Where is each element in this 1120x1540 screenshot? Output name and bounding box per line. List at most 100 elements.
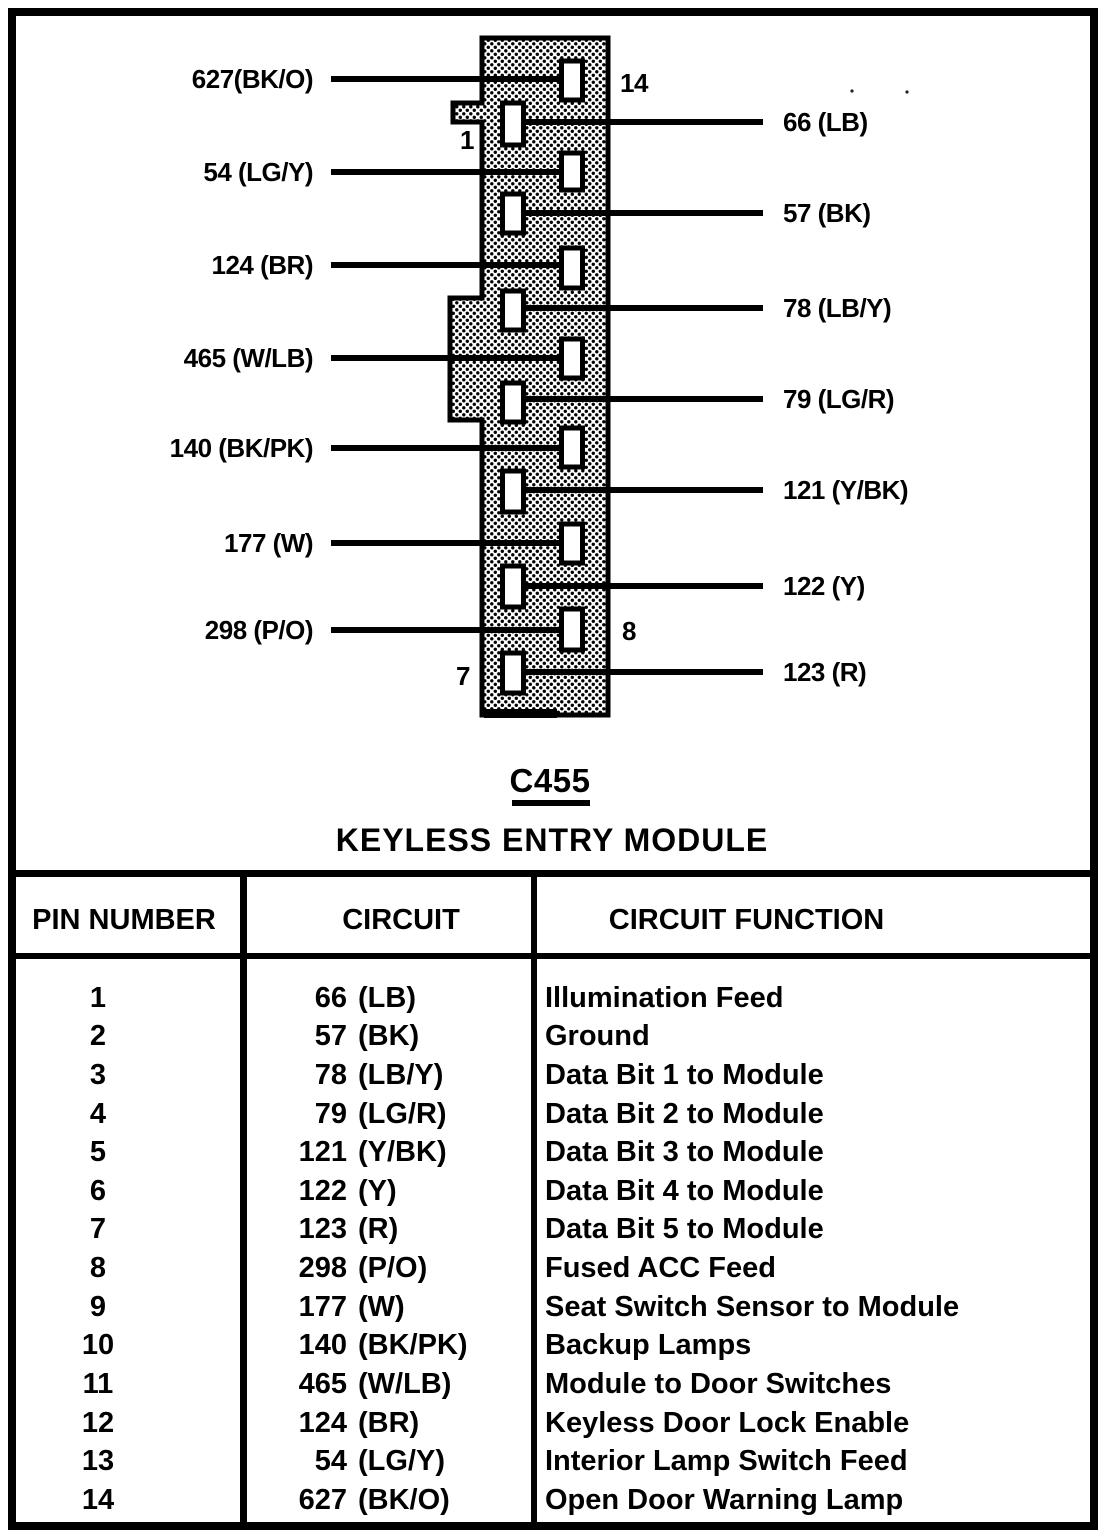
pin-cell: 9 [89, 1290, 107, 1323]
connector-pin-11 [559, 336, 585, 381]
circuit-color-code: (Y) [358, 1174, 397, 1207]
connector-pin-7 [500, 650, 526, 696]
circuit-number: 79 [314, 1097, 347, 1130]
circuit-cell: 78 (LB/Y) [247, 1059, 533, 1092]
circuit-color-code: (LG/Y) [358, 1445, 445, 1478]
function-cell: Backup Lamps [545, 1329, 752, 1362]
function-cell: Data Bit 4 to Module [545, 1174, 824, 1207]
circuit-color-code: (BK/PK) [358, 1329, 468, 1362]
label-circuit-123: 123 (R) [783, 657, 866, 687]
pin-cell: 14 [81, 1483, 115, 1516]
table-row: 5 121 (Y/BK) Data Bit 3 to Module [0, 1133, 1120, 1172]
circuit-cell: 627 (BK/O) [247, 1484, 533, 1517]
circuit-number: 57 [314, 1020, 347, 1053]
circuit-color-code: (W/LB) [358, 1367, 452, 1400]
table-row: 2 57 (BK) Ground [0, 1018, 1120, 1057]
circuit-number: 177 [298, 1290, 347, 1323]
connector-id-underline [512, 800, 590, 806]
circuit-cell: 124 (BR) [247, 1407, 533, 1440]
table-top-rule [8, 870, 1098, 877]
label-circuit-140: 140 (BK/PK) [170, 433, 313, 463]
circuit-number: 121 [298, 1136, 347, 1169]
connector-pin-12 [559, 245, 585, 291]
module-title: KEYLESS ENTRY MODULE [335, 822, 769, 858]
circuit-number: 465 [298, 1367, 347, 1400]
circuit-cell: 298 (P/O) [247, 1252, 533, 1285]
label-circuit-66: 66 (LB) [783, 107, 868, 137]
label-circuit-79: 79 (LG/R) [783, 384, 894, 414]
circuit-number: 627 [298, 1483, 347, 1516]
page-border [8, 8, 1098, 1530]
table-row: 9 177 (W) Seat Switch Sensor to Module [0, 1288, 1120, 1327]
circuit-cell: 465 (W/LB) [247, 1368, 533, 1401]
pin-number-14: 14 [620, 68, 649, 98]
function-cell: Ground [545, 1020, 650, 1053]
function-cell: Data Bit 2 to Module [545, 1097, 824, 1130]
circuit-color-code: (BR) [358, 1406, 420, 1439]
table-column-divider-1 [240, 870, 247, 1530]
label-circuit-57: 57 (BK) [783, 198, 871, 228]
connector-id-title: C455 [509, 762, 591, 799]
header-underline-rule [8, 953, 1098, 959]
pin-cell: 5 [89, 1136, 107, 1169]
connector-pin-10 [559, 425, 585, 470]
function-cell: Module to Door Switches [545, 1367, 892, 1400]
pin-cell: 12 [81, 1406, 115, 1439]
circuit-number: 78 [314, 1059, 347, 1092]
pin-cell: 2 [89, 1020, 107, 1053]
circuit-color-code: (P/O) [358, 1252, 428, 1285]
table-row: 6 122 (Y) Data Bit 4 to Module [0, 1172, 1120, 1211]
circuit-cell: 140 (BK/PK) [247, 1329, 533, 1362]
circuit-number: 54 [314, 1445, 347, 1478]
label-circuit-298: 298 (P/O) [205, 615, 313, 645]
circuit-cell: 122 (Y) [247, 1175, 533, 1208]
circuit-cell: 177 (W) [247, 1291, 533, 1324]
table-row: 7 123 (R) Data Bit 5 to Module [0, 1211, 1120, 1250]
circuit-color-code: (LB/Y) [358, 1059, 444, 1092]
circuit-cell: 123 (R) [247, 1213, 533, 1246]
pin-cell: 11 [82, 1367, 114, 1400]
pin-cell: 3 [89, 1059, 107, 1092]
circuit-cell: 79 (LG/R) [247, 1098, 533, 1131]
scan-noise-dot [850, 89, 854, 93]
table-row: 13 54 (LG/Y) Interior Lamp Switch Feed [0, 1442, 1120, 1481]
pinout-table-body: 1 66 (LB) Illumination Feed 2 57 (BK) Grou… [0, 979, 1120, 1520]
circuit-color-code: (BK/O) [358, 1483, 450, 1516]
pin-cell: 6 [89, 1174, 107, 1207]
pin-cell: 10 [81, 1329, 115, 1362]
function-cell: Data Bit 3 to Module [545, 1136, 824, 1169]
pin-cell: 1 [89, 981, 107, 1014]
connector-pin-8 [559, 606, 585, 653]
header-pin-number: PIN NUMBER [32, 904, 216, 936]
circuit-color-code: (LB) [358, 981, 416, 1014]
label-circuit-124: 124 (BR) [212, 250, 313, 280]
function-cell: Data Bit 1 to Module [545, 1059, 824, 1092]
function-cell: Open Door Warning Lamp [545, 1483, 904, 1516]
table-row: 8 298 (P/O) Fused ACC Feed [0, 1249, 1120, 1288]
circuit-color-code: (R) [358, 1213, 399, 1246]
connector-pin-6 [500, 563, 526, 610]
table-row: 10 140 (BK/PK) Backup Lamps [0, 1326, 1120, 1365]
circuit-number: 140 [298, 1329, 347, 1362]
function-cell: Keyless Door Lock Enable [545, 1406, 910, 1439]
pin-cell: 8 [89, 1252, 107, 1285]
circuit-color-code: (Y/BK) [358, 1136, 447, 1169]
circuit-color-code: (LG/R) [358, 1097, 447, 1130]
table-row: 12 124 (BR) Keyless Door Lock Enable [0, 1404, 1120, 1443]
table-row: 14 627 (BK/O) Open Door Warning Lamp [0, 1481, 1120, 1520]
connector-pin-4 [500, 380, 526, 425]
connector-pin-5 [500, 468, 526, 515]
pin-cell: 13 [81, 1445, 115, 1478]
pin-cell: 4 [89, 1097, 107, 1130]
circuit-cell: 66 (LB) [247, 982, 533, 1015]
table-row: 4 79 (LG/R) Data Bit 2 to Module [0, 1095, 1120, 1134]
circuit-number: 123 [298, 1213, 347, 1246]
connector-pin-1 [500, 100, 526, 148]
function-cell: Fused ACC Feed [545, 1252, 776, 1285]
pin-number-7: 7 [456, 661, 470, 691]
connector-diagram: 627(BK/O) 54 (LG/Y) 124 (BR) 465 (W/LB) … [170, 35, 909, 718]
circuit-cell: 57 (BK) [247, 1020, 533, 1053]
table-row: 11 465 (W/LB) Module to Door Switches [0, 1365, 1120, 1404]
label-circuit-78: 78 (LB/Y) [783, 293, 891, 323]
label-circuit-177: 177 (W) [224, 528, 313, 558]
